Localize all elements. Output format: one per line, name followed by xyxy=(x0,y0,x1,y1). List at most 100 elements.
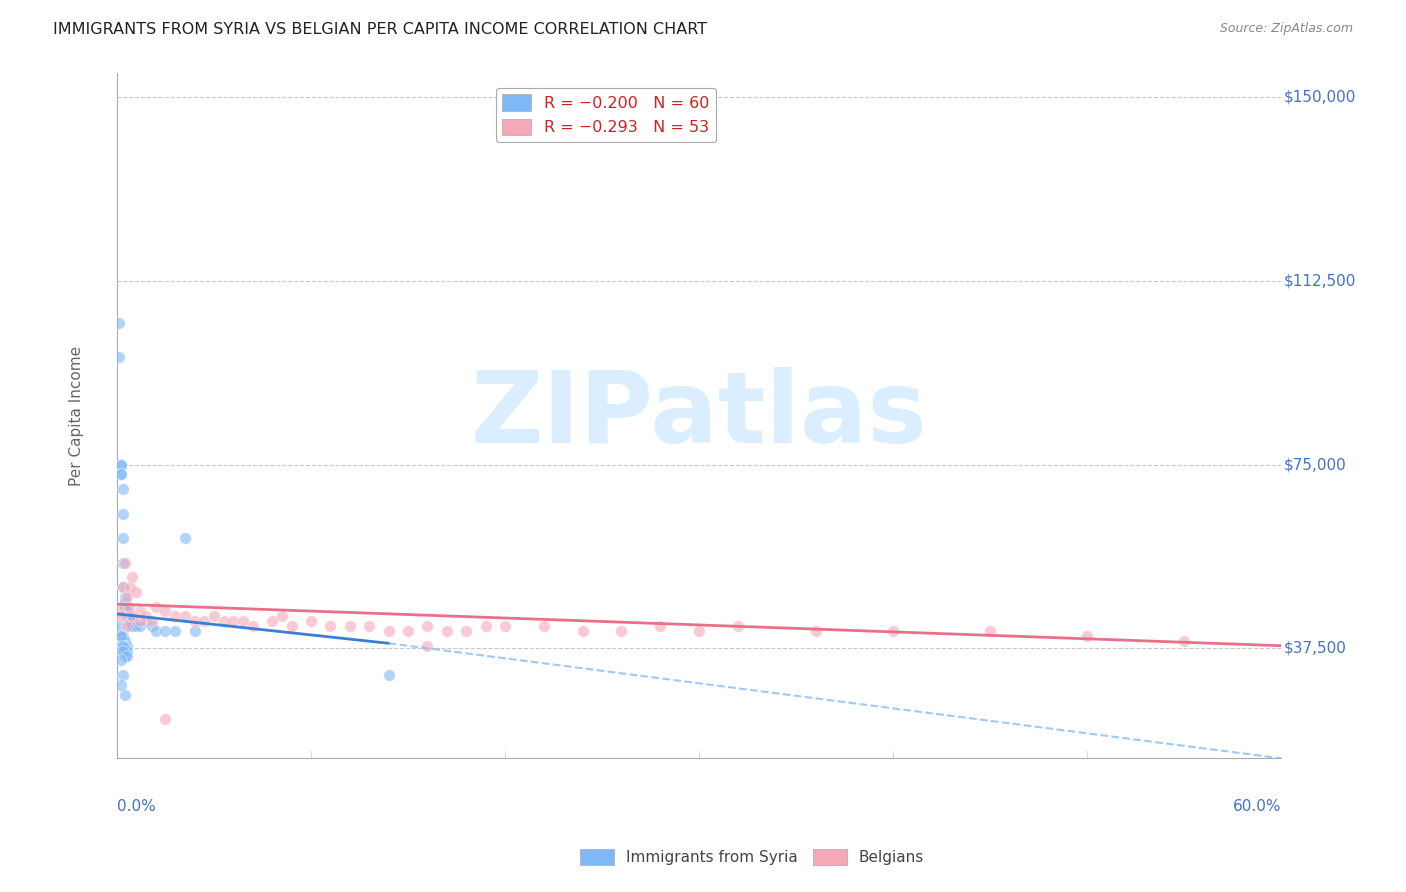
Point xyxy=(115,639,138,653)
Point xyxy=(650,619,672,633)
Point xyxy=(114,556,136,570)
Point xyxy=(110,653,132,667)
Point xyxy=(115,643,138,657)
Point xyxy=(232,614,254,628)
Text: 0.0%: 0.0% xyxy=(117,799,156,814)
Point xyxy=(111,643,134,657)
Point xyxy=(110,643,132,657)
Point xyxy=(121,570,143,584)
Point xyxy=(110,629,132,643)
Point xyxy=(111,482,134,496)
Point xyxy=(114,590,136,604)
Point xyxy=(222,614,245,628)
Point xyxy=(436,624,458,638)
Point xyxy=(396,624,419,638)
Point xyxy=(280,619,302,633)
Point xyxy=(117,609,139,624)
Point xyxy=(155,712,177,726)
Point xyxy=(1076,629,1098,643)
Point xyxy=(533,619,555,633)
Point xyxy=(108,629,131,643)
Point xyxy=(141,614,163,628)
Point xyxy=(121,619,143,633)
Point xyxy=(115,609,138,624)
Point xyxy=(111,639,134,653)
Point xyxy=(115,648,138,663)
Point xyxy=(193,614,215,628)
Point xyxy=(202,609,225,624)
Point xyxy=(319,619,342,633)
Text: 60.0%: 60.0% xyxy=(1233,799,1281,814)
Point xyxy=(115,590,138,604)
Point xyxy=(377,624,399,638)
Text: $112,500: $112,500 xyxy=(1284,274,1355,288)
Point xyxy=(979,624,1001,638)
Text: Per Capita Income: Per Capita Income xyxy=(69,345,83,486)
Point xyxy=(377,668,399,682)
Point xyxy=(121,609,143,624)
Point xyxy=(110,467,132,482)
Point xyxy=(115,619,138,633)
Point xyxy=(111,507,134,521)
Point xyxy=(359,619,381,633)
Point xyxy=(114,648,136,663)
Point xyxy=(120,580,142,594)
Point xyxy=(494,619,516,633)
Point xyxy=(155,605,177,619)
Point xyxy=(110,629,132,643)
Point xyxy=(120,614,142,628)
Point xyxy=(110,629,132,643)
Point xyxy=(339,619,361,633)
Point xyxy=(155,624,177,638)
Point xyxy=(110,458,132,472)
Point xyxy=(111,531,134,545)
Point xyxy=(129,619,152,633)
Point xyxy=(165,609,187,624)
Point xyxy=(262,614,284,628)
Point xyxy=(416,619,439,633)
Point xyxy=(114,633,136,648)
Point xyxy=(456,624,478,638)
Point xyxy=(212,614,235,628)
Point xyxy=(125,619,148,633)
Point xyxy=(111,629,134,643)
Point xyxy=(110,458,132,472)
Text: Source: ZipAtlas.com: Source: ZipAtlas.com xyxy=(1219,22,1353,36)
Point xyxy=(145,599,167,614)
Point xyxy=(571,624,593,638)
Text: $150,000: $150,000 xyxy=(1284,90,1355,105)
Point xyxy=(416,639,439,653)
Point xyxy=(135,609,157,624)
Point xyxy=(610,624,633,638)
Point xyxy=(114,688,136,702)
Point xyxy=(117,614,139,628)
Point xyxy=(242,619,264,633)
Point xyxy=(129,605,152,619)
Point xyxy=(173,609,195,624)
Point xyxy=(114,595,136,609)
Point xyxy=(108,350,131,364)
Point xyxy=(110,678,132,692)
Text: $75,000: $75,000 xyxy=(1284,457,1347,472)
Point xyxy=(117,599,139,614)
Point xyxy=(474,619,496,633)
Point xyxy=(117,614,139,628)
Point xyxy=(114,641,136,656)
Point xyxy=(173,531,195,545)
Text: $37,500: $37,500 xyxy=(1284,640,1347,656)
Point xyxy=(108,629,131,643)
Point xyxy=(115,605,138,619)
Point xyxy=(125,585,148,599)
Point xyxy=(804,624,827,638)
Point xyxy=(110,639,132,653)
Point xyxy=(111,580,134,594)
Point xyxy=(108,619,131,633)
Legend: Immigrants from Syria, Belgians: Immigrants from Syria, Belgians xyxy=(574,843,931,871)
Point xyxy=(111,556,134,570)
Point xyxy=(111,668,134,682)
Point xyxy=(145,624,167,638)
Point xyxy=(114,599,136,614)
Point xyxy=(165,624,187,638)
Point xyxy=(115,605,138,619)
Point xyxy=(120,619,142,633)
